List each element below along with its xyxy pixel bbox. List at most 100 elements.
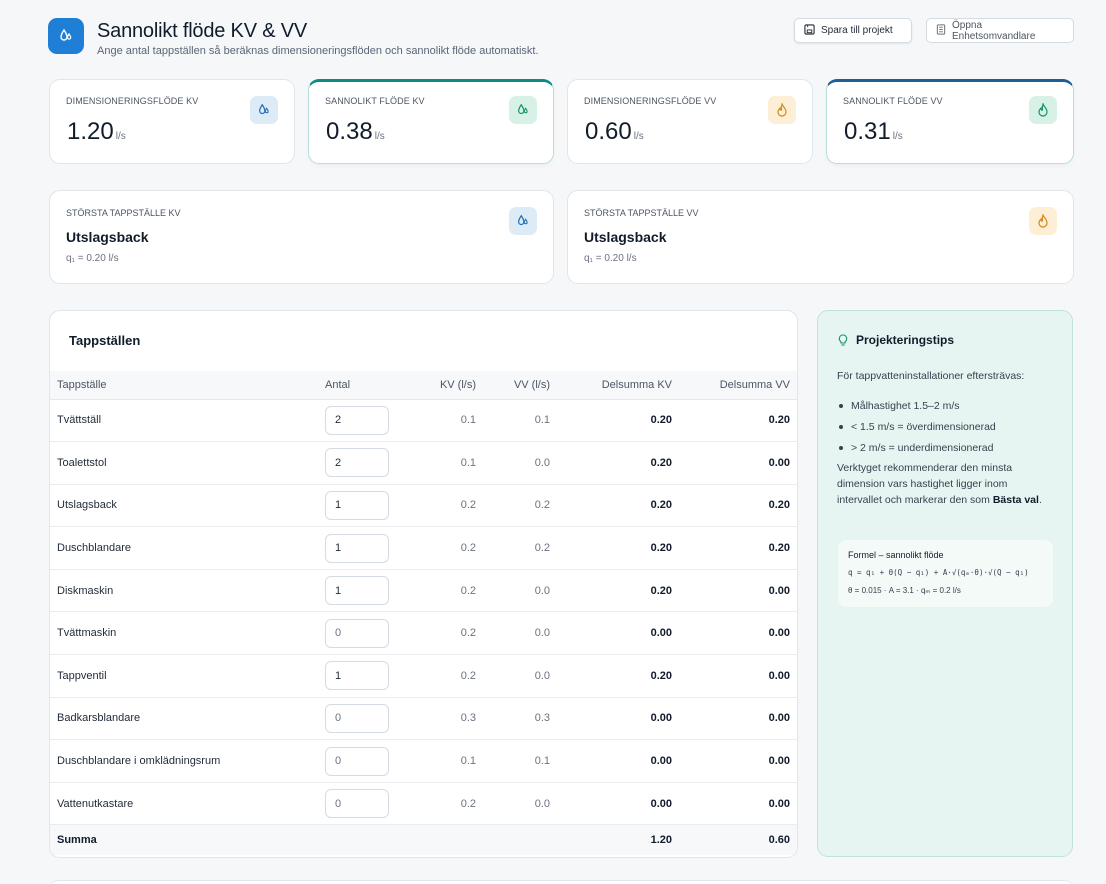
subtotal-kv: 0.20 [550, 484, 672, 528]
quantity-input[interactable]: 1 [325, 533, 389, 563]
open-unit-converter-button[interactable]: Öppna Enhetsomvandlare [926, 18, 1074, 43]
table-row: Utslagsback 1 0.2 0.2 0.20 0.20 [50, 484, 797, 528]
sum-empty [408, 825, 476, 855]
tap-point-name: Vattenutkastare [50, 782, 318, 826]
stat-label: SANNOLIKT FLÖDE KV [325, 96, 425, 106]
page-subtitle: Ange antal tappställen så beräknas dimen… [97, 45, 539, 57]
subtotal-vv: 0.00 [672, 569, 797, 613]
tips-intro: För tappvatteninstallationer eftersträva… [837, 370, 1025, 382]
quantity-input[interactable]: 2 [325, 448, 389, 478]
quantity-input[interactable]: 1 [325, 490, 389, 520]
subtotal-kv: 0.00 [550, 739, 672, 783]
calculator-icon [936, 23, 946, 38]
tips-body: Verktyget rekommenderar den minsta dimen… [837, 462, 1042, 506]
vv-flow: 0.0 [476, 654, 550, 698]
table-row: Diskmaskin 1 0.2 0.0 0.20 0.00 [50, 569, 797, 613]
stat-number: 0.60 [585, 118, 632, 145]
formula-title: Formel – sannolikt flöde [848, 550, 944, 560]
tap-point-name: Tappventil [50, 654, 318, 698]
tap-points-card: Tappställen Tappställe Antal KV (l/s) VV… [49, 310, 798, 858]
page-title: Sannolikt flöde KV & VV [97, 20, 307, 42]
open-button-label: Öppna Enhetsomvandlare [952, 19, 1036, 42]
vv-flow: 0.2 [476, 526, 550, 570]
antal-cell: 1 [318, 654, 408, 698]
largest-flow: q₁ = 0.20 l/s [584, 253, 637, 264]
flame-icon [768, 96, 796, 124]
quantity-input[interactable]: 2 [325, 405, 389, 435]
subtotal-kv: 0.20 [550, 399, 672, 443]
col-header-delsumma-vv: Delsumma VV [672, 371, 797, 400]
kv-flow: 0.2 [408, 654, 476, 698]
tap-points-title: Tappställen [69, 333, 141, 348]
save-to-project-button[interactable]: Spara till projekt [794, 18, 912, 43]
water-drop-icon [48, 18, 84, 54]
sum-vv: 0.60 [768, 834, 790, 847]
quantity-input[interactable]: 1 [325, 576, 389, 606]
tap-point-name: Tvättställ [50, 399, 318, 443]
quantity-input[interactable]: 0 [325, 618, 389, 648]
antal-cell: 1 [318, 526, 408, 570]
col-header-kv: KV (l/s) [408, 371, 476, 400]
antal-cell: 0 [318, 697, 408, 741]
page-header: Sannolikt flöde KV & VV Ange antal tapps… [48, 16, 1074, 64]
subtotal-kv: 0.00 [550, 782, 672, 826]
subtotal-kv: 0.00 [550, 697, 672, 741]
subtotal-kv: 0.20 [550, 526, 672, 570]
tips-item: < 1.5 m/s = överdimensionerad [837, 416, 996, 437]
largest-tap-card-vv: STÖRSTA TAPPSTÄLLE VV Utslagsback q₁ = 0… [567, 190, 1074, 284]
water-drop-icon [509, 207, 537, 235]
sum-label: Summa [57, 834, 97, 847]
largest-value: Utslagsback [66, 229, 149, 245]
save-button-label: Spara till projekt [821, 25, 893, 36]
subtotal-vv: 0.00 [672, 654, 797, 698]
tips-title: Projekteringstips [856, 333, 955, 347]
col-header-vv: VV (l/s) [476, 371, 550, 400]
subtotal-kv: 0.20 [550, 569, 672, 613]
tap-point-name: Badkarsblandare [50, 697, 318, 741]
stat-card-prob-vv: SANNOLIKT FLÖDE VV 0.31 l/s [826, 79, 1074, 164]
lightbulb-icon [838, 334, 848, 352]
subtotal-kv: 0.20 [550, 441, 672, 485]
table-row: Tvättställ 2 0.1 0.1 0.20 0.20 [50, 399, 797, 443]
table-row: Duschblandare i omklädningsrum 0 0.1 0.1 0.0… [50, 739, 797, 783]
subtotal-kv: 0.00 [550, 611, 672, 656]
largest-label: STÖRSTA TAPPSTÄLLE KV [66, 208, 181, 218]
kv-flow: 0.1 [408, 441, 476, 485]
stat-number: 0.38 [326, 118, 373, 145]
formula-box: Formel – sannolikt flöde q = q₁ + θ(Q − … [838, 540, 1053, 607]
subtotal-vv: 0.00 [672, 697, 797, 741]
antal-cell: 0 [318, 739, 408, 783]
vv-flow: 0.3 [476, 697, 550, 741]
kv-flow: 0.2 [408, 782, 476, 826]
subtotal-vv: 0.20 [672, 399, 797, 443]
stat-label: DIMENSIONERINGSFLÖDE VV [584, 96, 717, 106]
sum-empty [318, 825, 408, 855]
tips-list: Målhastighet 1.5–2 m/s < 1.5 m/s = överd… [837, 395, 996, 458]
antal-cell: 2 [318, 399, 408, 443]
table-row: Badkarsblandare 0 0.3 0.3 0.00 0.00 [50, 697, 797, 741]
tips-body-text: Verktyget rekommenderar den minsta dimen… [837, 462, 1013, 506]
stat-unit: l/s [633, 131, 644, 142]
quantity-input[interactable]: 1 [325, 661, 389, 691]
tap-point-name: Toalettstol [50, 441, 318, 485]
vv-flow: 0.0 [476, 782, 550, 826]
quantity-input[interactable]: 0 [325, 746, 389, 776]
stat-unit: l/s [892, 131, 903, 142]
subtotal-kv: 0.20 [550, 654, 672, 698]
largest-flow: q₁ = 0.20 l/s [66, 253, 119, 264]
stat-number: 1.20 [67, 118, 114, 145]
stat-number: 0.31 [844, 118, 891, 145]
table-row: Toalettstol 2 0.1 0.0 0.20 0.00 [50, 441, 797, 485]
vv-flow: 0.0 [476, 611, 550, 656]
subtotal-vv: 0.00 [672, 782, 797, 826]
sum-empty [476, 825, 550, 855]
stat-card-prob-kv: SANNOLIKT FLÖDE KV 0.38 l/s [308, 79, 554, 164]
antal-cell: 1 [318, 569, 408, 613]
col-header-tappstalle: Tappställe [50, 371, 318, 400]
table-row: Vattenutkastare 0 0.2 0.0 0.00 0.00 [50, 782, 797, 826]
flame-icon [1029, 207, 1057, 235]
vv-flow: 0.1 [476, 739, 550, 783]
quantity-input[interactable]: 0 [325, 789, 389, 819]
quantity-input[interactable]: 0 [325, 703, 389, 733]
kv-flow: 0.2 [408, 484, 476, 528]
